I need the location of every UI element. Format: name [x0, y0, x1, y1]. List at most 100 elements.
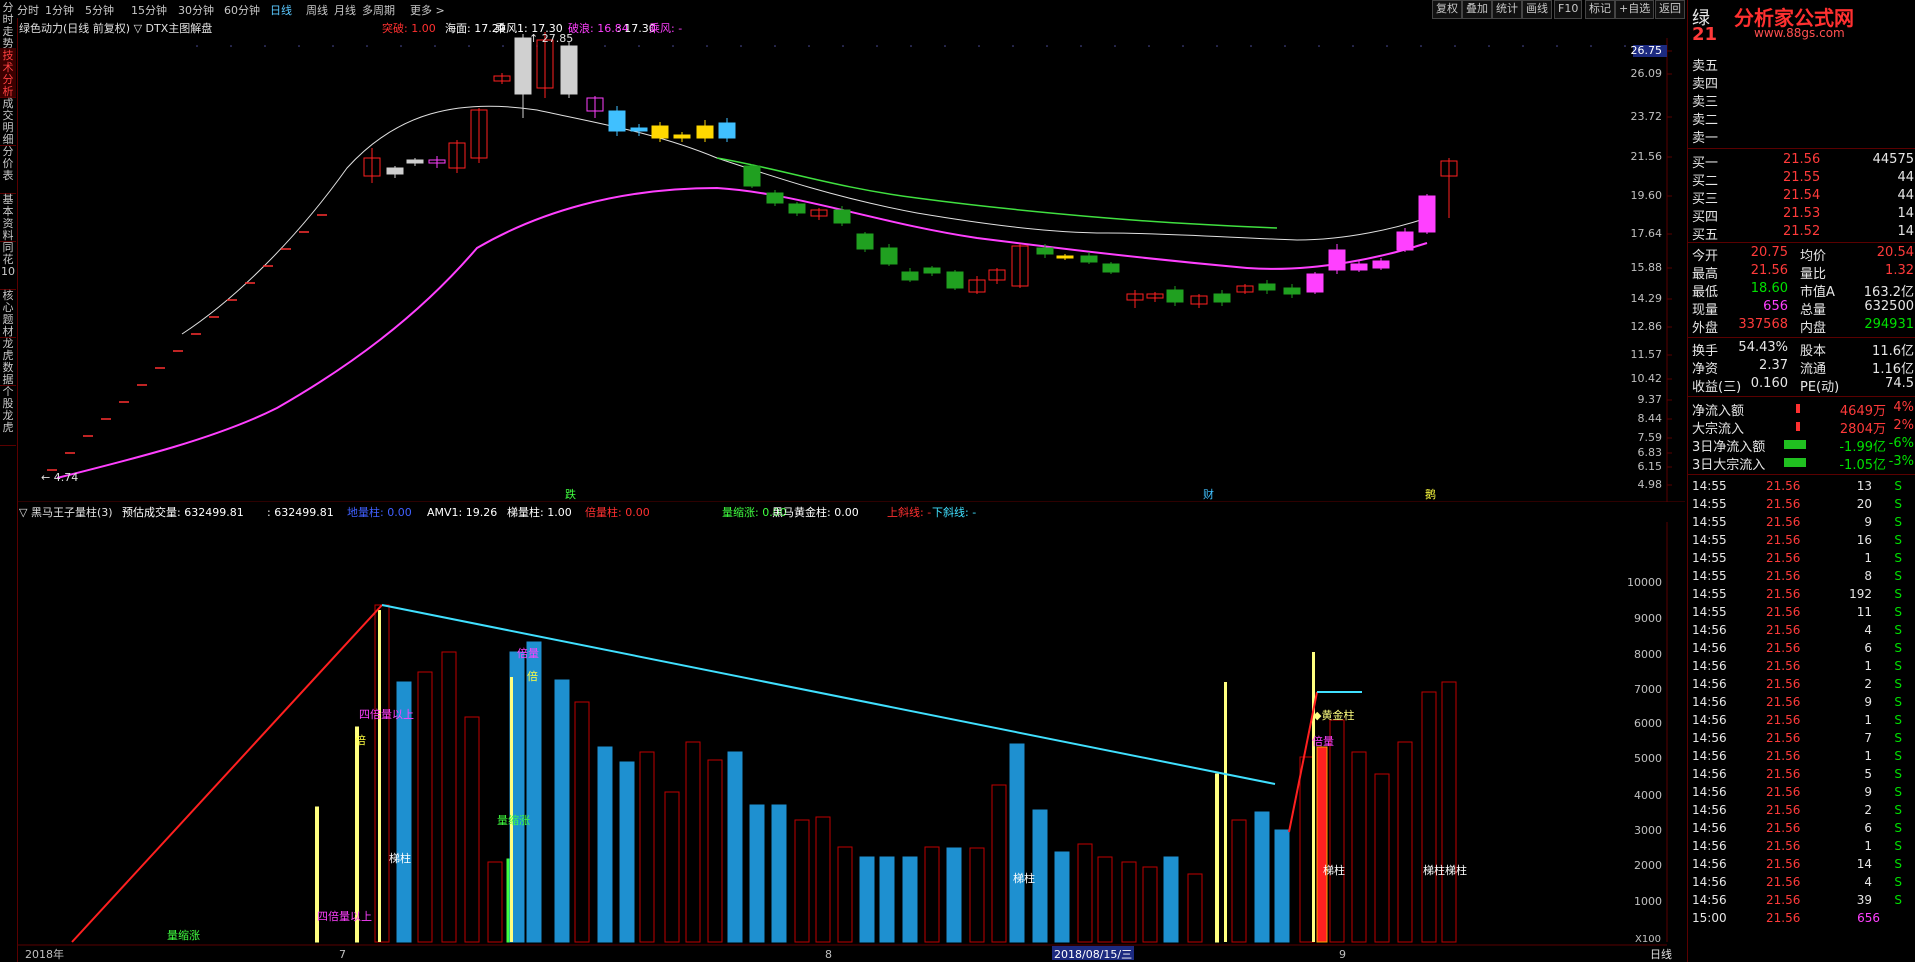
buy-order-volume: 14 [1897, 224, 1914, 239]
tab-3[interactable]: 分价表 [0, 144, 16, 194]
candle-body [651, 125, 669, 139]
period-60分钟[interactable]: 60分钟 [224, 4, 260, 17]
volume-legend-item: : 632499.81 [267, 506, 334, 519]
tick-side: S [1894, 533, 1902, 547]
tab-4[interactable]: 基本资料 [0, 192, 16, 242]
tick-price: 21.56 [1766, 731, 1801, 745]
tab-6[interactable]: 核心题材 [0, 288, 16, 338]
volume-bar [441, 651, 457, 943]
tick-side: S [1894, 731, 1902, 745]
date-tick: 2018/08/15/三 [1054, 948, 1132, 961]
candlestick-chart[interactable]: 绿色动力(日线 前复权) ▽ DTX主图解盘 突破: 1.00 海面: 17.29乘… [17, 18, 1685, 502]
stat-value: 337568 [1738, 317, 1788, 332]
price-tick: 10.42 [1631, 372, 1663, 385]
volume-chart[interactable]: ▽ 黑马王子量柱(3) 预估成交量: 632499.81: 632499.81 地量… [17, 502, 1685, 962]
toolbar-button-自选[interactable]: +自选 [1615, 0, 1655, 19]
tick-volume: 2 [1864, 677, 1872, 691]
tick-time: 14:56 [1692, 749, 1727, 763]
stat-label: 换手 [1692, 344, 1719, 359]
period-月线[interactable]: 月线 [334, 4, 356, 17]
tab-0[interactable]: 分时走势 [0, 0, 16, 50]
stat-label: 总量 [1800, 303, 1827, 318]
tab-8[interactable]: 个股龙虎 [0, 384, 16, 446]
toolbar-button-画线[interactable]: 画线 [1522, 0, 1552, 19]
volume-bar-highlight [378, 610, 381, 942]
tick-time: 15:00 [1692, 911, 1727, 925]
period-日线[interactable]: 日线 [270, 4, 292, 17]
tick-time: 14:56 [1692, 713, 1727, 727]
tick-price: 21.56 [1766, 641, 1801, 655]
period-5分钟[interactable]: 5分钟 [85, 4, 114, 17]
tick-volume: 9 [1864, 695, 1872, 709]
buy-order-label: 买一 [1692, 156, 1719, 171]
grid-dot [332, 45, 334, 47]
buy-order-volume: 14 [1897, 206, 1914, 221]
period-toolbar: 分时 1分钟 5分钟 15分钟 30分钟 60分钟 日线 周线 月线 多周期 更多 > 复权 叠加 统计画… [17, 0, 1685, 19]
volume-bar [597, 746, 613, 943]
grid-dot [706, 45, 708, 47]
candle-body [833, 209, 851, 224]
low-label: ← 4.74 [41, 471, 78, 484]
grid-dot [502, 45, 504, 47]
volume-bar [727, 751, 743, 943]
volume-bar [924, 846, 940, 943]
tab-7[interactable]: 龙虎数据 [0, 336, 16, 386]
watermark-url: www.88gs.com [1754, 26, 1845, 40]
tab-5[interactable]: 同花10 [0, 240, 16, 290]
legend-item: 突破: 1.00 [382, 21, 436, 35]
volume-annotation: 四倍量以上 [359, 707, 414, 721]
toolbar-button-叠加[interactable]: 叠加 [1462, 0, 1492, 19]
divider [1688, 337, 1915, 338]
tick-volume: 11 [1856, 605, 1872, 619]
tick-side: S [1894, 785, 1902, 799]
volume-bar-highlight [1224, 682, 1227, 942]
period-更多[interactable]: 更多 > [410, 4, 445, 17]
tick-time: 14:56 [1692, 839, 1727, 853]
tick-price: 21.56 [1766, 713, 1801, 727]
volume-bar [1097, 856, 1113, 943]
toolbar-button-统计[interactable]: 统计 [1492, 0, 1522, 19]
period-周线[interactable]: 周线 [306, 4, 328, 17]
tick-side: S [1894, 857, 1902, 871]
volume-tick: 2000 [1634, 859, 1662, 872]
tick-price: 21.56 [1766, 533, 1801, 547]
tick-price: 21.56 [1766, 785, 1801, 799]
tab-1[interactable]: 技术分析 [0, 48, 16, 98]
toolbar-button-标记[interactable]: 标记 [1585, 0, 1615, 19]
volume-bar [1142, 866, 1158, 943]
period-多周期[interactable]: 多周期 [362, 4, 395, 17]
price-tick: 6.15 [1638, 460, 1663, 473]
candle-body [536, 39, 554, 89]
stat-label: 最低 [1692, 285, 1719, 300]
price-tick: 19.60 [1631, 189, 1663, 202]
candle-body [718, 122, 736, 139]
candle-body [923, 267, 941, 274]
period-1分钟[interactable]: 1分钟 [45, 4, 74, 17]
period-分时[interactable]: 分时 [17, 4, 39, 17]
volume-bar [879, 856, 895, 943]
divider [1688, 474, 1915, 475]
tick-side: S [1894, 497, 1902, 511]
toolbar-button-F10[interactable]: F10 [1554, 0, 1583, 19]
grid-dot [876, 45, 878, 47]
ma-line-green [716, 157, 1278, 229]
period-30分钟[interactable]: 30分钟 [178, 4, 214, 17]
period-15分钟[interactable]: 15分钟 [131, 4, 167, 17]
toolbar-button-返回[interactable]: 返回 [1655, 0, 1685, 19]
price-tick: 26.09 [1631, 67, 1663, 80]
tick-price: 21.56 [1766, 605, 1801, 619]
candle-body [493, 75, 511, 82]
volume-annotation: 倍 [527, 669, 538, 683]
tab-2[interactable]: 成交明细 [0, 96, 16, 146]
volume-bar [1077, 843, 1093, 943]
stat-value: 163.2亿 [1863, 285, 1914, 300]
candle-body [1011, 245, 1029, 287]
toolbar-button-复权[interactable]: 复权 [1432, 0, 1462, 19]
stat-label: 今开 [1692, 249, 1719, 264]
tick-volume: 4 [1864, 875, 1872, 889]
candle-body [1126, 293, 1144, 301]
tick-side: S [1894, 479, 1902, 493]
volume-bar [396, 681, 412, 943]
tick-volume: 7 [1864, 731, 1872, 745]
volume-annotation: 倍 [355, 733, 366, 747]
